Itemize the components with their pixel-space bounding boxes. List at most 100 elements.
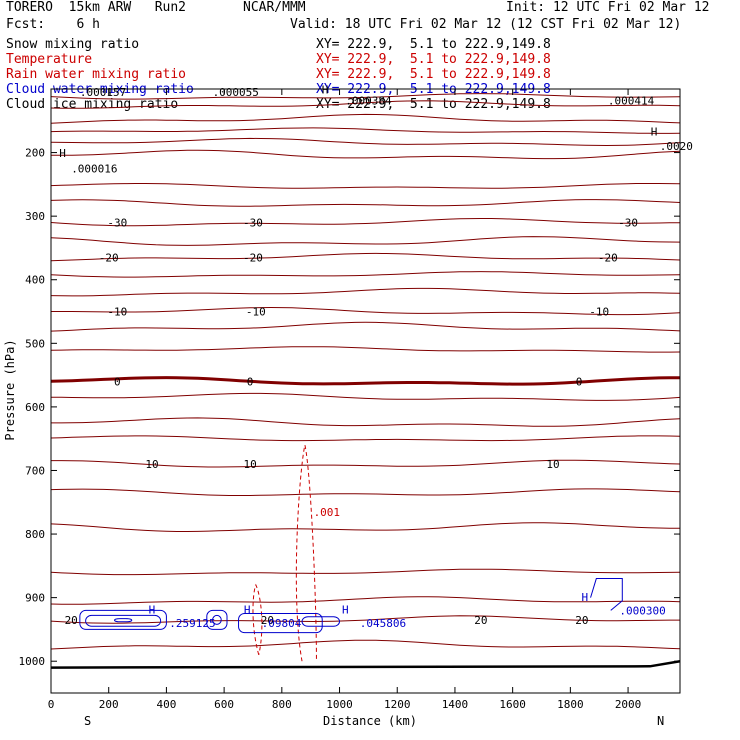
isotherm-line	[51, 306, 681, 316]
x-tick-label: 1600	[499, 698, 526, 711]
chart-axes-layer: 0 200 400 600 800 1000 1200 1400 1600 1800 2000200…	[19, 89, 680, 711]
y-tick-label: 500	[25, 337, 45, 350]
ground-line	[50, 659, 681, 669]
legend-name-snow: Snow mixing ratio	[6, 37, 140, 52]
isotherm-label: 20	[65, 614, 78, 627]
temperature-contour	[50, 271, 681, 278]
cloud-water-contour	[590, 578, 623, 611]
isotherm-label: 10	[243, 458, 256, 471]
cloud-water-contour	[238, 613, 323, 634]
high-marker: H	[322, 83, 329, 96]
temperature-contour	[50, 392, 681, 401]
x-tick-label: 1200	[384, 698, 411, 711]
isotherm-label: 0	[576, 375, 583, 388]
temperature-contour	[50, 137, 681, 147]
legend-xy-rain: XY= 222.9, 5.1 to 222.9,149.8	[316, 67, 551, 82]
isotherm-label: 0	[247, 375, 254, 388]
x-end-north: N	[657, 714, 664, 728]
isotherm-label: 20	[261, 614, 274, 627]
y-tick-label: 600	[25, 401, 45, 414]
header-init: Init: 12 UTC Fri 02 Mar 12	[506, 0, 710, 15]
header-model: TORERO 15km ARW Run2	[6, 0, 187, 15]
x-tick-label: 1000	[326, 698, 353, 711]
isotherm-label: -20	[243, 251, 263, 264]
snow-annotation: .000157	[80, 86, 126, 99]
cloud-water-annotation: .045806	[360, 617, 406, 630]
isotherm-label: -30	[618, 217, 638, 230]
isotherm-label: -10	[107, 306, 127, 319]
isotherm-label: -30	[243, 217, 263, 230]
temperature-contour	[51, 149, 681, 160]
legend-xy-snow: XY= 222.9, 5.1 to 222.9,149.8	[316, 37, 551, 52]
y-tick-label: 700	[25, 464, 45, 477]
isotherm-label: -30	[107, 217, 127, 230]
temperature-contour	[50, 236, 681, 246]
ice-annotation: .000414	[608, 94, 655, 107]
cloud-water-contour	[113, 618, 133, 623]
header-org: NCAR/MMM	[243, 0, 306, 15]
isotherm-label: -10	[246, 306, 266, 319]
rain-annotation: .001	[314, 506, 341, 519]
x-end-south: S	[84, 714, 91, 728]
cloud-water-contour	[79, 609, 167, 630]
x-tick-label: 400	[156, 698, 176, 711]
rain-contour	[252, 583, 263, 655]
isotherm-label: 20	[474, 614, 487, 627]
high-marker: H	[149, 604, 156, 617]
isotherm-label: 0	[114, 375, 121, 388]
header-fcst: Fcst: 6 h	[6, 17, 100, 32]
isotherm-line	[50, 252, 681, 262]
x-tick-label: 1800	[557, 698, 584, 711]
legend-xy-temperature: XY= 222.9, 5.1 to 222.9,149.8	[316, 52, 551, 67]
high-marker: H	[244, 604, 251, 617]
temperature-contour	[50, 199, 681, 207]
x-axis-label: Distance (km)	[323, 714, 417, 728]
isotherm-label: 10	[546, 458, 559, 471]
chart-data-layer: -30 -30 -30 -20 -20 -20 -10 -10 -10 0 0 0 10 10 10 20 20…	[50, 83, 693, 669]
ice-annotation: .000384	[345, 94, 392, 107]
high-marker: H	[581, 591, 588, 604]
temperature-contour	[50, 346, 681, 353]
snow-annotation: .0020	[660, 140, 693, 153]
y-tick-label: 900	[25, 592, 45, 605]
x-tick-label: 0	[48, 698, 55, 711]
isotherm-label: -10	[589, 306, 609, 319]
cloud-water-contour	[212, 614, 222, 625]
isotherm-label: -20	[598, 251, 618, 264]
isotherm-line	[51, 459, 681, 468]
ice-annotation: .000055	[213, 86, 259, 99]
x-tick-label: 1400	[442, 698, 469, 711]
temperature-contour	[50, 100, 681, 109]
y-tick-label: 200	[25, 147, 45, 160]
isotherm-label: -20	[99, 251, 119, 264]
temperature-contour	[50, 596, 681, 605]
y-axis-label: Pressure (hPa)	[3, 339, 17, 440]
temperature-contour	[50, 183, 681, 189]
header-valid: Valid: 18 UTC Fri 02 Mar 12 (12 CST Fri …	[290, 17, 682, 32]
high-marker: H	[651, 125, 658, 138]
isotherm-line	[50, 218, 681, 227]
isotherm-line	[50, 376, 680, 386]
isotherm-label: 20	[575, 614, 588, 627]
x-tick-label: 800	[272, 698, 292, 711]
isotherm-line	[50, 615, 680, 624]
temperature-contour	[50, 522, 680, 532]
isotherm-label: 10	[145, 458, 158, 471]
cloud-water-contour	[206, 609, 228, 630]
temperature-contour	[50, 435, 681, 442]
cloud-water-annotation: .000300	[619, 604, 665, 617]
cloud-water-annotation: .09804	[262, 617, 302, 630]
y-tick-label: 400	[25, 274, 45, 287]
cloud-water-contour	[301, 616, 341, 627]
temperature-contour	[50, 287, 681, 297]
temperature-contour	[50, 568, 681, 576]
snow-annotation: .000016	[71, 162, 117, 175]
legend-name-rain: Rain water mixing ratio	[6, 67, 187, 82]
legend-name-temperature: Temperature	[6, 52, 93, 67]
temperature-contour	[50, 93, 681, 100]
temperature-contour	[51, 417, 681, 427]
cloud-water-contour	[85, 614, 162, 627]
cloud-water-annotation: .259125	[169, 617, 215, 630]
x-tick-label: 2000	[615, 698, 642, 711]
